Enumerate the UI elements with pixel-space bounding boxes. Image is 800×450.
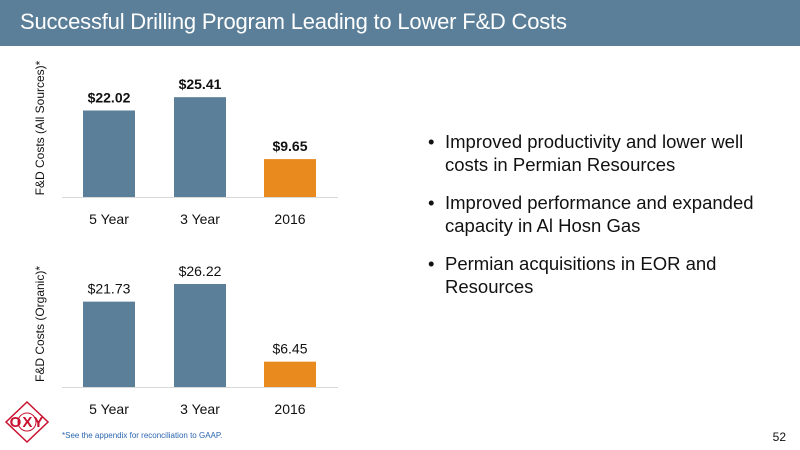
data-label: $6.45 bbox=[272, 341, 307, 357]
y-axis-title: F&D Costs (Organic)* bbox=[33, 266, 47, 382]
logo-text: OXY bbox=[9, 414, 45, 431]
footnote: *See the appendix for reconciliation to … bbox=[62, 431, 223, 440]
bullet-item: • Improved performance and expanded capac… bbox=[428, 191, 758, 237]
bullet-list: • Improved productivity and lower well co… bbox=[428, 130, 758, 313]
bullet-text: Improved productivity and lower well cos… bbox=[445, 131, 744, 175]
data-label: $9.65 bbox=[272, 138, 307, 154]
bullet-text: Permian acquisitions in EOR and Resource… bbox=[445, 253, 717, 297]
category-label: 2016 bbox=[274, 211, 305, 227]
title-bar: Successful Drilling Program Leading to L… bbox=[0, 0, 800, 46]
bar bbox=[83, 110, 135, 197]
category-label: 2016 bbox=[274, 401, 305, 417]
bullet-item: • Permian acquisitions in EOR and Resourc… bbox=[428, 252, 758, 298]
data-label: $25.41 bbox=[179, 76, 222, 92]
oxy-logo: OXY bbox=[4, 400, 50, 444]
bar bbox=[264, 361, 316, 387]
bar bbox=[174, 283, 226, 387]
page-title: Successful Drilling Program Leading to L… bbox=[20, 9, 567, 34]
category-label: 5 Year bbox=[89, 211, 129, 227]
bullet-dot: • bbox=[428, 192, 435, 213]
data-label: $21.73 bbox=[88, 281, 131, 297]
logo-icon bbox=[4, 400, 50, 444]
bar bbox=[174, 97, 226, 197]
bullet-item: • Improved productivity and lower well co… bbox=[428, 130, 758, 176]
category-label: 3 Year bbox=[180, 401, 220, 417]
bullet-dot: • bbox=[428, 253, 435, 274]
bar bbox=[83, 301, 135, 387]
data-label: $26.22 bbox=[179, 263, 222, 279]
bar bbox=[264, 159, 316, 197]
data-label: $22.02 bbox=[88, 89, 131, 105]
category-label: 5 Year bbox=[89, 401, 129, 417]
category-label: 3 Year bbox=[180, 211, 220, 227]
page-number: 52 bbox=[772, 430, 786, 444]
bullet-text: Improved performance and expanded capaci… bbox=[445, 192, 754, 236]
y-axis-title: F&D Costs (All Sources)* bbox=[33, 60, 47, 195]
bullet-dot: • bbox=[428, 131, 435, 152]
